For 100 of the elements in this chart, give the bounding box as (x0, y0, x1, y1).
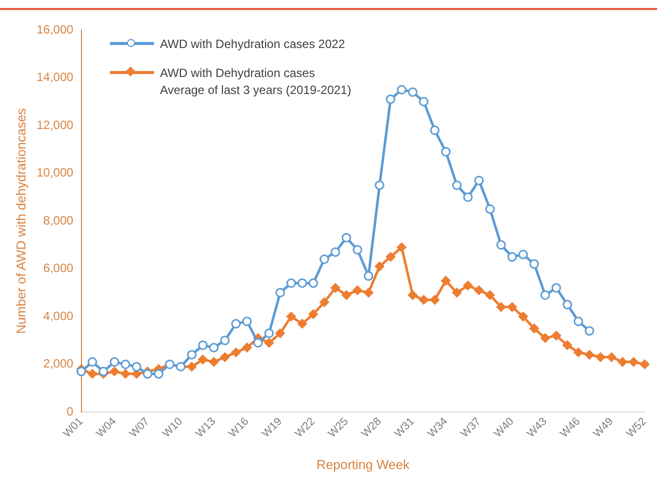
y-axis-title: Number of AWD with dehydrationcases (13, 108, 28, 334)
point (562, 300, 572, 310)
point (297, 278, 307, 288)
point (98, 366, 108, 376)
point (408, 87, 418, 97)
point (640, 360, 650, 370)
point (286, 312, 296, 322)
point (308, 309, 318, 319)
point (430, 126, 440, 136)
point (562, 340, 572, 350)
point (275, 328, 285, 338)
point (474, 176, 484, 186)
point (386, 94, 396, 104)
point (132, 369, 142, 379)
legend-label: AWD with Dehydration cases Average of last 3 years (2019-2021) (160, 65, 352, 99)
point (386, 252, 396, 262)
point (110, 357, 120, 367)
y-tick-label: 2,000 (43, 356, 74, 371)
point (474, 286, 484, 296)
x-tick-label: W31 (392, 416, 417, 440)
x-tick-label: W01 (61, 416, 86, 440)
y-tick-label: 0 (66, 404, 74, 418)
point (374, 180, 384, 190)
point (242, 316, 252, 326)
point (209, 357, 219, 367)
point (308, 278, 318, 288)
point (596, 352, 606, 362)
point (529, 259, 539, 269)
y-tick-label: 6,000 (43, 261, 74, 276)
point (540, 333, 550, 343)
point (88, 357, 98, 367)
point (120, 360, 130, 370)
point (330, 247, 340, 257)
legend-label: AWD with Dehydration cases 2022 (160, 36, 345, 53)
point (441, 147, 451, 157)
point (396, 84, 406, 94)
point (529, 324, 539, 334)
point (342, 290, 352, 300)
point (364, 271, 374, 281)
point (574, 348, 584, 358)
point (142, 369, 152, 379)
point (463, 280, 473, 290)
point (198, 340, 208, 350)
point (496, 302, 506, 312)
point (220, 336, 230, 346)
point (518, 250, 528, 260)
point (441, 276, 451, 286)
point (485, 204, 495, 214)
point (132, 362, 142, 372)
point (187, 362, 197, 372)
point (253, 338, 263, 348)
point (452, 180, 462, 190)
point (110, 366, 120, 376)
point (88, 369, 98, 379)
x-tick-label: W49 (591, 416, 616, 440)
point (320, 297, 330, 307)
point (286, 278, 296, 288)
point (463, 192, 473, 202)
y-tick-label: 8,000 (43, 213, 74, 228)
point (628, 357, 638, 367)
point (418, 295, 428, 305)
point (374, 262, 384, 272)
point (485, 290, 495, 300)
point (231, 318, 241, 328)
point (76, 366, 86, 376)
point (452, 288, 462, 298)
point (198, 354, 208, 364)
point (330, 283, 340, 293)
point (552, 283, 562, 293)
point (297, 318, 307, 328)
point (518, 312, 528, 322)
point (507, 302, 517, 312)
point (496, 240, 506, 250)
point (552, 330, 562, 340)
y-tick-label: 14,000 (36, 70, 74, 84)
point (396, 242, 406, 252)
point (264, 338, 274, 348)
point (187, 350, 197, 360)
point (618, 357, 628, 367)
point (574, 316, 584, 326)
point (275, 288, 285, 298)
point (154, 369, 164, 379)
point (364, 288, 374, 298)
point (231, 348, 241, 358)
point (342, 233, 352, 242)
point (418, 96, 428, 106)
point (209, 342, 219, 352)
point (264, 328, 274, 338)
y-tick-label: 16,000 (36, 22, 74, 36)
point (120, 369, 130, 379)
x-axis-title: Reporting Week (316, 456, 410, 472)
point (430, 295, 440, 305)
y-tick-label: 10,000 (36, 166, 74, 180)
y-tick-label: 12,000 (36, 118, 74, 132)
point (584, 326, 594, 336)
x-tick-label: W19 (260, 416, 284, 440)
point (408, 290, 418, 300)
point (352, 244, 362, 254)
point (584, 350, 594, 360)
point (220, 352, 230, 362)
